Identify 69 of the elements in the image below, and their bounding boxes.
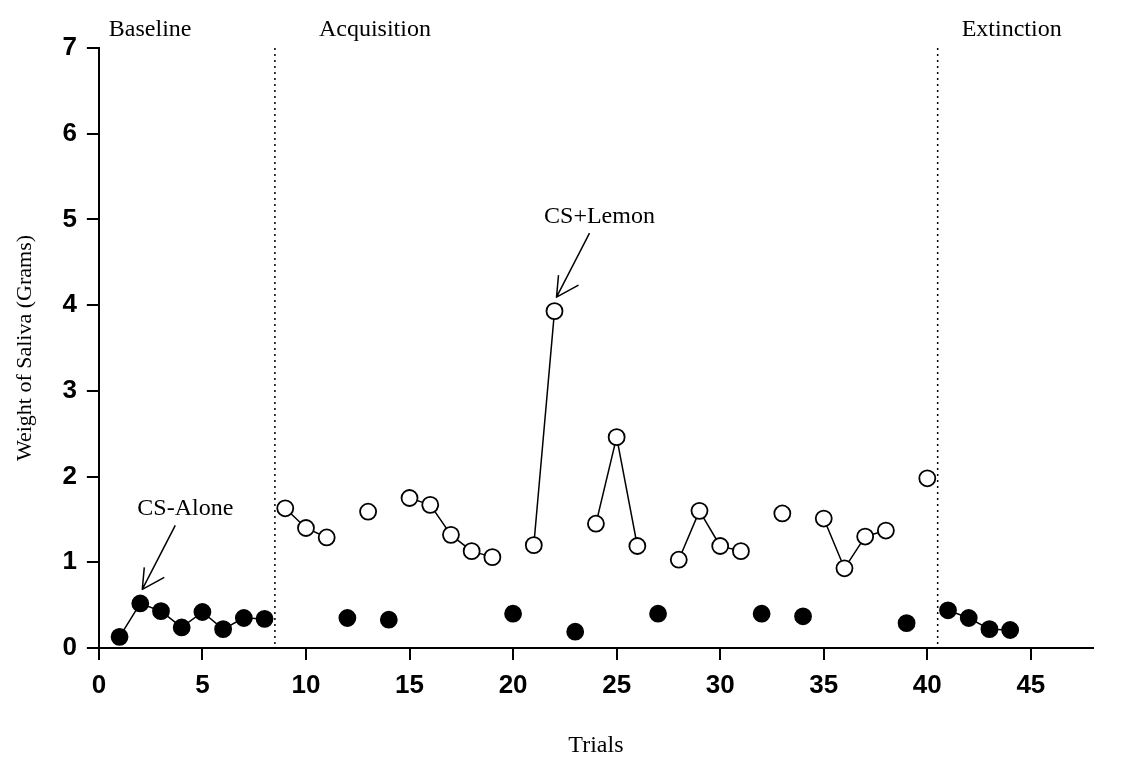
x-tick-label: 30	[705, 668, 735, 699]
y-tick-label: 4	[62, 288, 78, 319]
point	[773, 504, 792, 523]
x-tick-label: 5	[195, 668, 210, 699]
y-tick-label: 7	[62, 31, 77, 62]
point	[462, 542, 481, 561]
point	[794, 607, 812, 626]
point	[255, 609, 274, 628]
x-tick-label: 40	[912, 668, 942, 699]
x-tick-label: 15	[395, 668, 424, 699]
x-tick-label: 25	[602, 668, 632, 699]
y-tick-label: 2	[62, 459, 77, 490]
point	[214, 620, 233, 639]
x-tick-label: 20	[498, 668, 528, 699]
point	[628, 537, 647, 555]
point	[732, 542, 750, 561]
point	[1001, 621, 1020, 639]
x-tick-label: 0	[91, 668, 107, 699]
y-tick-label: 3	[62, 374, 77, 405]
point	[566, 622, 585, 641]
point	[690, 501, 709, 520]
point	[649, 604, 667, 623]
x-axis-title: Trials	[568, 730, 624, 757]
point	[939, 601, 957, 620]
point	[110, 627, 129, 646]
point	[483, 548, 502, 567]
point	[876, 521, 895, 540]
point	[152, 602, 170, 621]
point	[193, 603, 212, 621]
x-tick-label: 10	[291, 668, 321, 699]
point	[276, 499, 295, 518]
point	[442, 525, 460, 544]
point	[980, 620, 999, 639]
point	[897, 614, 916, 633]
point	[835, 559, 854, 578]
point	[711, 537, 730, 555]
point	[752, 604, 771, 623]
y-tick-label: 6	[62, 116, 77, 147]
point	[421, 495, 440, 514]
point	[400, 489, 419, 507]
text: Acquisition	[318, 15, 431, 41]
x-tick-label: 35	[809, 668, 839, 699]
point	[607, 428, 626, 447]
point	[669, 550, 688, 569]
point	[959, 609, 978, 627]
point	[814, 509, 833, 528]
point	[338, 609, 357, 627]
text: CS-Alone	[137, 494, 234, 521]
y-tick-label: 1	[62, 545, 77, 576]
text: CS+Lemon	[544, 202, 655, 229]
y-axis-title: Weight of Saliva (Grams)	[10, 234, 36, 462]
point	[524, 536, 543, 555]
point	[317, 528, 336, 547]
point	[234, 609, 253, 627]
y-tick-label: 5	[62, 202, 77, 233]
point	[297, 519, 315, 537]
point	[172, 618, 191, 637]
text: Extinction	[961, 15, 1062, 41]
point	[587, 514, 605, 533]
y-tick-label: 0	[62, 631, 77, 662]
point	[918, 469, 937, 488]
text: Baseline	[108, 15, 192, 41]
point	[545, 302, 564, 321]
x-tick-label: 45	[1016, 668, 1046, 699]
point	[379, 610, 398, 629]
point	[359, 502, 378, 521]
point	[504, 604, 522, 623]
point	[131, 594, 150, 613]
point	[856, 527, 875, 546]
